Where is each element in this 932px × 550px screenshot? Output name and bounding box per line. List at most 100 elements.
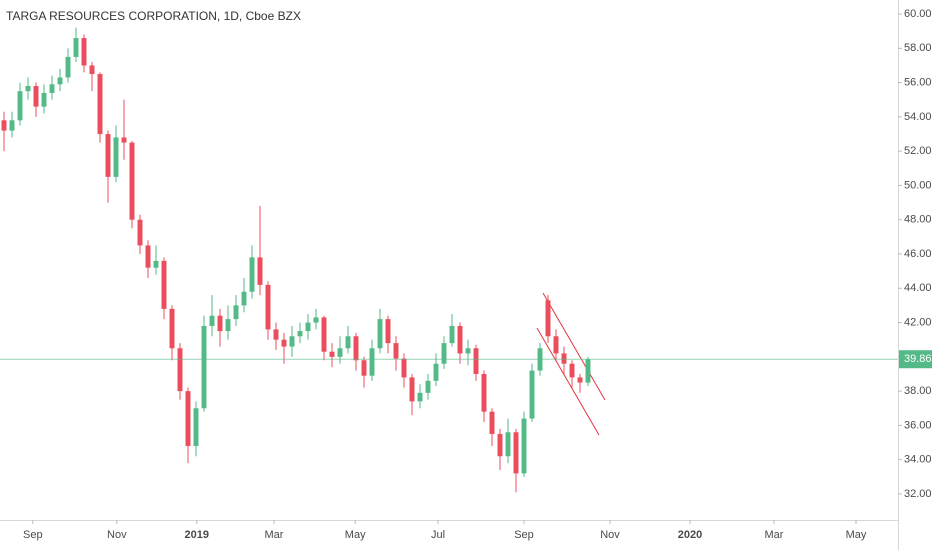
y-tick-label: 36.00 — [904, 419, 932, 431]
candle-body — [177, 348, 183, 392]
candle-body — [385, 319, 391, 344]
candle-body — [89, 65, 95, 75]
x-tick-label: Nov — [107, 529, 127, 541]
candle-body — [417, 392, 423, 402]
candle-body — [553, 336, 559, 354]
candle-body — [505, 432, 511, 457]
candle-body — [33, 86, 39, 107]
candle-body — [57, 77, 63, 85]
candle-body — [65, 56, 71, 78]
candle-body — [225, 319, 231, 332]
x-tick-label: May — [345, 529, 366, 541]
x-tick-label: Nov — [600, 529, 620, 541]
y-tick-label: 56.00 — [904, 77, 932, 89]
candle-body — [153, 260, 159, 268]
x-tick-label: Mar — [765, 529, 784, 541]
candle-body — [241, 291, 247, 306]
candle-body — [425, 380, 431, 393]
candle-body — [545, 300, 551, 337]
candle-body — [1, 120, 7, 131]
candle-body — [337, 348, 343, 357]
channel-lower — [536, 327, 600, 436]
candle-body — [529, 370, 535, 419]
candle-body — [513, 432, 519, 474]
candle-body — [73, 38, 79, 57]
candle-body — [9, 120, 15, 131]
y-tick-label: 34.00 — [904, 454, 932, 466]
candle-body — [217, 315, 223, 332]
y-tick-label: 50.00 — [904, 179, 932, 191]
candle-body — [81, 38, 87, 66]
candle-body — [409, 377, 415, 402]
candle-body — [281, 339, 287, 347]
y-tick-label: 58.00 — [904, 42, 932, 54]
last-price-box — [899, 350, 932, 369]
candle-body — [41, 92, 47, 107]
candle-body — [305, 322, 311, 332]
y-tick-label: 42.00 — [904, 316, 932, 328]
y-tick-label: 60.00 — [904, 8, 932, 20]
chart-title: TARGA RESOURCES CORPORATION, 1D, Cboe BZ… — [6, 9, 301, 23]
candle-body — [289, 336, 295, 347]
x-tick-label: Mar — [265, 529, 284, 541]
y-tick-label: 38.00 — [904, 385, 932, 397]
candle-body — [297, 331, 303, 337]
candle-body — [585, 359, 591, 383]
candle-body — [457, 325, 463, 354]
candle-body — [121, 137, 127, 143]
candle-body — [369, 348, 375, 376]
y-tick-label: 46.00 — [904, 248, 932, 260]
candle-body — [577, 377, 583, 383]
y-tick-label: 52.00 — [904, 145, 932, 157]
candle-body — [97, 74, 103, 135]
candle-body — [361, 360, 367, 376]
candle-body — [401, 358, 407, 378]
candle-body — [249, 257, 255, 292]
candle-body — [329, 351, 335, 357]
x-tick-label: May — [846, 529, 867, 541]
candle-body — [105, 134, 111, 177]
candle-body — [25, 86, 31, 92]
candle-body — [209, 315, 215, 326]
channel-upper — [542, 292, 606, 401]
candle-body — [497, 433, 503, 457]
candle-body — [345, 336, 351, 349]
candle-body — [449, 325, 455, 344]
candle-body — [137, 219, 143, 246]
x-tick-label: Sep — [514, 529, 534, 541]
candle-body — [433, 363, 439, 381]
candle-body — [377, 319, 383, 349]
candle-body — [441, 343, 447, 364]
y-tick-label: 44.00 — [904, 282, 932, 294]
candle-body — [265, 284, 271, 330]
candle-body — [169, 308, 175, 349]
y-tick-label: 48.00 — [904, 214, 932, 226]
candle-body — [193, 408, 199, 446]
x-tick-label: Sep — [23, 529, 43, 541]
candle-body — [353, 336, 359, 361]
candle-body — [233, 305, 239, 320]
y-tick-label: 32.00 — [904, 488, 932, 500]
candle-body — [17, 91, 23, 121]
candle-body — [257, 257, 263, 285]
x-tick-label: 2019 — [185, 529, 209, 541]
y-tick-label: 54.00 — [904, 111, 932, 123]
candle-body — [185, 391, 191, 446]
candle-body — [569, 363, 575, 378]
candle-body — [473, 348, 479, 374]
x-tick-label: 2020 — [678, 529, 702, 541]
candle-body — [321, 317, 327, 352]
candle-body — [521, 418, 527, 474]
candle-body — [49, 84, 55, 93]
candle-body — [393, 343, 399, 359]
candle-body — [489, 411, 495, 434]
x-tick-label: Jul — [431, 529, 445, 541]
candle-body — [273, 329, 279, 340]
last-price-label: 39.86 — [904, 353, 932, 365]
candle-body — [113, 137, 119, 177]
candle-body — [161, 260, 167, 309]
candle-body — [129, 142, 135, 220]
candle-body — [201, 325, 207, 409]
